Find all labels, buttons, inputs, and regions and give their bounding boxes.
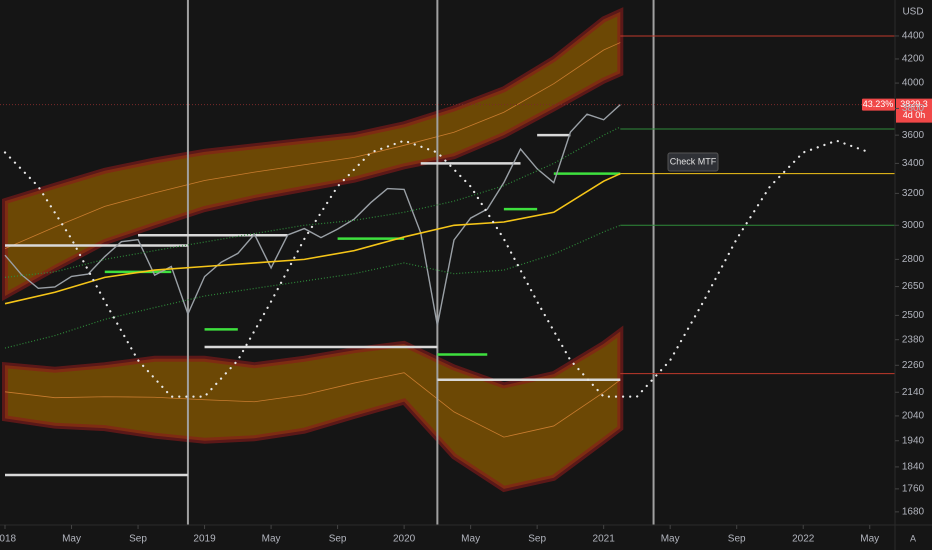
x-tick-label: Sep bbox=[528, 534, 546, 545]
y-tick-label: 2650 bbox=[902, 281, 925, 292]
x-tick-label: May bbox=[860, 534, 879, 545]
y-tick-label: 2380 bbox=[902, 334, 925, 345]
change-tag bbox=[862, 98, 895, 111]
annotation: Check MTF bbox=[670, 156, 717, 166]
y-tick-label: 4000 bbox=[902, 78, 925, 89]
cycle-line bbox=[3, 139, 871, 398]
countdown-label: 4d 0h bbox=[903, 110, 926, 120]
series-line bbox=[4, 104, 621, 326]
y-tick-label: 2140 bbox=[902, 387, 925, 398]
annotation-box bbox=[667, 152, 719, 172]
y-tick-label: 3400 bbox=[902, 158, 925, 169]
price-tag bbox=[896, 98, 932, 123]
y-tick-label: 3000 bbox=[902, 220, 925, 231]
y-tick-label: 4400 bbox=[902, 31, 925, 42]
x-tick-label: May bbox=[461, 534, 480, 545]
y-tick-label: 3600 bbox=[902, 130, 925, 141]
auto-scale[interactable]: A bbox=[910, 533, 916, 543]
x-tick-label: 2019 bbox=[193, 534, 216, 545]
x-tick-label: 2021 bbox=[593, 534, 616, 545]
x-tick-label: Sep bbox=[329, 534, 347, 545]
change-label: 43.23% bbox=[863, 99, 894, 109]
x-tick-label: May bbox=[262, 534, 281, 545]
y-tick-label: 1760 bbox=[902, 484, 925, 495]
y-tick-label: 3800 bbox=[902, 103, 925, 114]
y-tick-label: 2500 bbox=[902, 310, 925, 321]
x-tick-label: Sep bbox=[129, 534, 147, 545]
y-tick-label: 2040 bbox=[902, 411, 925, 422]
y-tick-label: 2800 bbox=[902, 254, 925, 265]
series-line bbox=[4, 172, 621, 305]
band-midline bbox=[4, 42, 621, 249]
y-tick-label: 3200 bbox=[902, 188, 925, 199]
x-tick-label: 2020 bbox=[393, 534, 416, 545]
overlay: 43.23% 3829.34d 0h Check MTF bbox=[667, 98, 932, 172]
band-midline bbox=[4, 372, 621, 438]
x-tick-label: May bbox=[62, 534, 81, 545]
x-tick-label: 2018 bbox=[0, 534, 17, 545]
x-tick-label: May bbox=[661, 534, 680, 545]
y-tick-label: 1940 bbox=[902, 435, 925, 446]
price-label: 3829.3 bbox=[900, 99, 928, 109]
x-tick-label: 2022 bbox=[792, 534, 815, 545]
y-tick-label: 1680 bbox=[902, 507, 925, 518]
x-tick-label: Sep bbox=[728, 534, 746, 545]
y-tick-label: 1840 bbox=[902, 462, 925, 473]
y-tick-label: 2260 bbox=[902, 360, 925, 371]
y-tick-label: 4200 bbox=[902, 54, 925, 65]
currency: USD bbox=[902, 7, 923, 18]
plot-area bbox=[0, 0, 895, 525]
